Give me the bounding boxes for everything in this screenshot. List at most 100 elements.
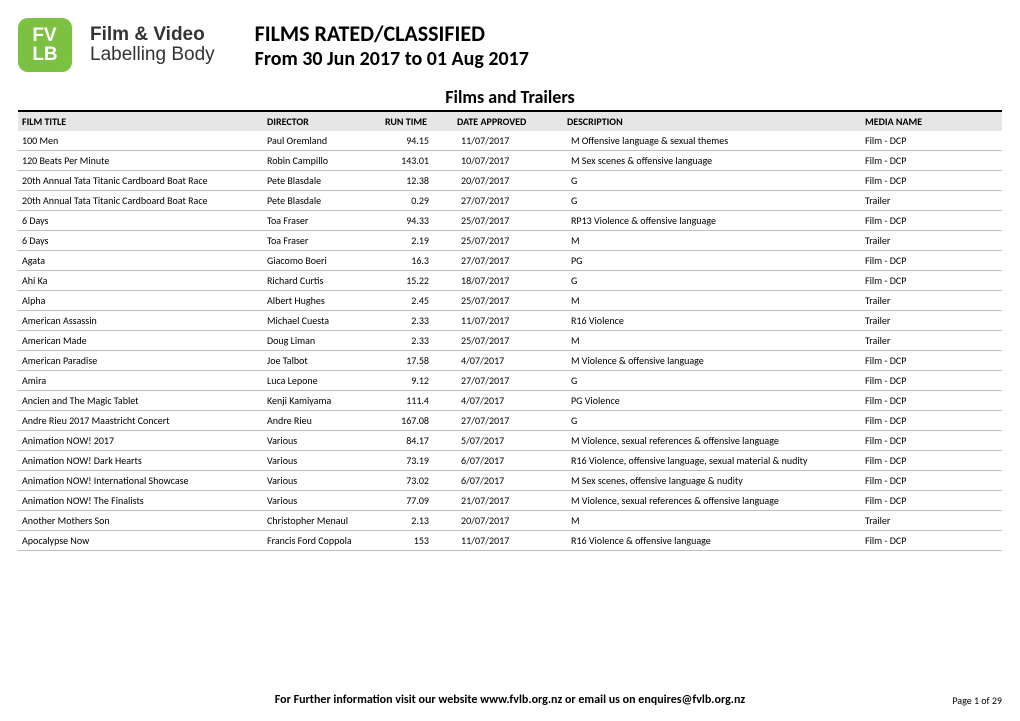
cell-runtime: 15.22	[385, 274, 457, 287]
cell-date: 11/07/2017	[457, 314, 567, 327]
cell-title: Apocalypse Now	[22, 534, 267, 547]
cell-media: Film - DCP	[865, 474, 985, 487]
cell-title: American Made	[22, 334, 267, 347]
cell-media: Film - DCP	[865, 394, 985, 407]
title-block: FILMS RATED/CLASSIFIED From 30 Jun 2017 …	[255, 20, 529, 71]
col-header-director: DIRECTOR	[267, 115, 385, 128]
cell-date: 11/07/2017	[457, 134, 567, 147]
cell-title: 6 Days	[22, 234, 267, 247]
cell-date: 25/07/2017	[457, 294, 567, 307]
cell-title: Ancien and The Magic Tablet	[22, 394, 267, 407]
cell-title: 100 Men	[22, 134, 267, 147]
cell-runtime: 84.17	[385, 434, 457, 447]
cell-director: Various	[267, 434, 385, 447]
cell-desc: G	[567, 374, 865, 387]
cell-date: 20/07/2017	[457, 174, 567, 187]
logo-abbr-line2: LB	[32, 44, 57, 65]
cell-date: 27/07/2017	[457, 414, 567, 427]
cell-director: Various	[267, 454, 385, 467]
cell-desc: G	[567, 274, 865, 287]
cell-desc: PG Violence	[567, 394, 865, 407]
cell-title: Alpha	[22, 294, 267, 307]
title-line1: FILMS RATED/CLASSIFIED	[255, 20, 529, 47]
cell-media: Trailer	[865, 234, 985, 247]
table-row: AlphaAlbert Hughes2.4525/07/2017MTrailer	[18, 291, 1002, 311]
cell-runtime: 2.13	[385, 514, 457, 527]
cell-date: 27/07/2017	[457, 374, 567, 387]
table-row: Animation NOW! 2017Various84.175/07/2017…	[18, 431, 1002, 451]
cell-director: Luca Lepone	[267, 374, 385, 387]
logo-abbr-line1: FV	[32, 25, 56, 46]
table-row: American ParadiseJoe Talbot17.584/07/201…	[18, 351, 1002, 371]
col-header-title: FILM TITLE	[22, 115, 267, 128]
cell-desc: M	[567, 234, 865, 247]
logo-text-line1: Film & Video	[90, 25, 215, 45]
cell-director: Michael Cuesta	[267, 314, 385, 327]
table-row: AgataGiacomo Boeri16.327/07/2017PGFilm -…	[18, 251, 1002, 271]
cell-date: 25/07/2017	[457, 214, 567, 227]
cell-desc: G	[567, 194, 865, 207]
cell-runtime: 16.3	[385, 254, 457, 267]
title-line2: From 30 Jun 2017 to 01 Aug 2017	[255, 47, 529, 71]
cell-date: 18/07/2017	[457, 274, 567, 287]
cell-title: Animation NOW! The Finalists	[22, 494, 267, 507]
cell-media: Film - DCP	[865, 154, 985, 167]
cell-runtime: 94.15	[385, 134, 457, 147]
cell-date: 25/07/2017	[457, 234, 567, 247]
col-header-date: DATE APPROVED	[457, 115, 567, 128]
cell-title: Agata	[22, 254, 267, 267]
cell-runtime: 73.02	[385, 474, 457, 487]
cell-date: 4/07/2017	[457, 354, 567, 367]
cell-director: Giacomo Boeri	[267, 254, 385, 267]
cell-date: 10/07/2017	[457, 154, 567, 167]
cell-runtime: 12.38	[385, 174, 457, 187]
cell-director: Paul Oremland	[267, 134, 385, 147]
cell-date: 5/07/2017	[457, 434, 567, 447]
cell-runtime: 0.29	[385, 194, 457, 207]
table-row: 20th Annual Tata Titanic Cardboard Boat …	[18, 171, 1002, 191]
fvlb-logo-text: Film & Video Labelling Body	[90, 25, 215, 65]
logo-text-line2: Labelling Body	[90, 45, 215, 65]
cell-media: Film - DCP	[865, 354, 985, 367]
cell-desc: M	[567, 514, 865, 527]
cell-date: 4/07/2017	[457, 394, 567, 407]
cell-date: 6/07/2017	[457, 474, 567, 487]
table-row: AmiraLuca Lepone9.1227/07/2017GFilm - DC…	[18, 371, 1002, 391]
cell-runtime: 2.33	[385, 314, 457, 327]
cell-director: Doug Liman	[267, 334, 385, 347]
table-row: Apocalypse NowFrancis Ford Coppola15311/…	[18, 531, 1002, 551]
table-row: 6 DaysToa Fraser94.3325/07/2017RP13 Viol…	[18, 211, 1002, 231]
cell-desc: M Offensive language & sexual themes	[567, 134, 865, 147]
cell-title: American Assassin	[22, 314, 267, 327]
cell-desc: R16 Violence & offensive language	[567, 534, 865, 547]
table-row: Ancien and The Magic TabletKenji Kamiyam…	[18, 391, 1002, 411]
cell-title: Another Mothers Son	[22, 514, 267, 527]
cell-desc: M	[567, 334, 865, 347]
cell-director: Albert Hughes	[267, 294, 385, 307]
col-header-desc: DESCRIPTION	[567, 115, 865, 128]
cell-title: American Paradise	[22, 354, 267, 367]
cell-media: Film - DCP	[865, 454, 985, 467]
cell-desc: G	[567, 414, 865, 427]
footer: For Further information visit our websit…	[18, 693, 1002, 707]
cell-director: Robin Campillo	[267, 154, 385, 167]
cell-desc: RP13 Violence & offensive language	[567, 214, 865, 227]
fvlb-logo-abbr: FV LB	[32, 26, 57, 64]
table-row: American MadeDoug Liman2.3325/07/2017MTr…	[18, 331, 1002, 351]
cell-title: 6 Days	[22, 214, 267, 227]
cell-media: Film - DCP	[865, 254, 985, 267]
cell-date: 21/07/2017	[457, 494, 567, 507]
cell-director: Christopher Menaul	[267, 514, 385, 527]
section-title: Films and Trailers	[18, 86, 1002, 112]
cell-date: 27/07/2017	[457, 254, 567, 267]
col-header-media: MEDIA NAME	[865, 115, 985, 128]
cell-desc: PG	[567, 254, 865, 267]
table-row: Another Mothers SonChristopher Menaul2.1…	[18, 511, 1002, 531]
cell-desc: M Violence, sexual references & offensiv…	[567, 434, 865, 447]
table-row: 20th Annual Tata Titanic Cardboard Boat …	[18, 191, 1002, 211]
cell-media: Trailer	[865, 334, 985, 347]
cell-media: Film - DCP	[865, 134, 985, 147]
cell-desc: M Violence, sexual references & offensiv…	[567, 494, 865, 507]
cell-runtime: 2.45	[385, 294, 457, 307]
cell-director: Toa Fraser	[267, 214, 385, 227]
